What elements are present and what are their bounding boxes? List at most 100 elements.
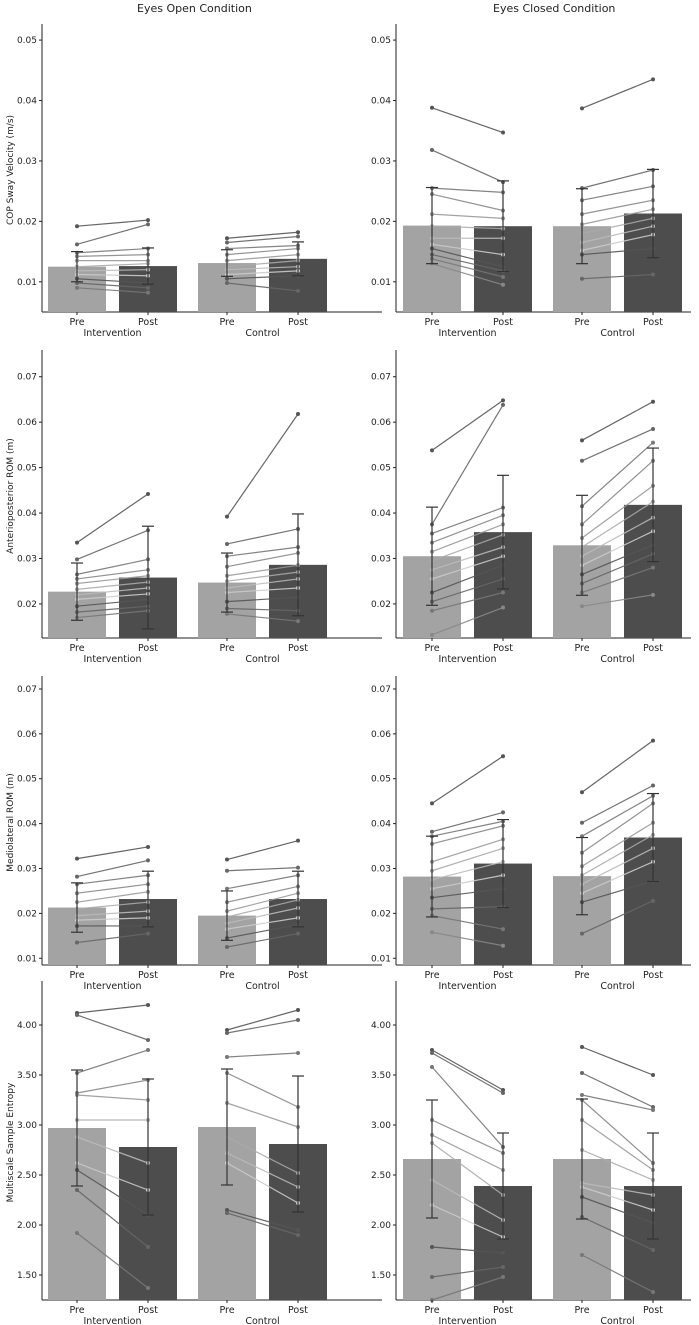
participant-line bbox=[581, 802, 654, 854]
participant-line bbox=[431, 564, 504, 594]
participant-point-pre bbox=[75, 557, 79, 562]
y-axis-title-row-3: Mediolateral ROM (m) bbox=[6, 773, 16, 871]
participant-line bbox=[581, 501, 654, 548]
participant-line bbox=[226, 266, 299, 271]
participant-point-post bbox=[651, 738, 655, 743]
participant-line bbox=[76, 269, 149, 272]
participant-point-post bbox=[146, 1003, 150, 1007]
y-tick-label: 3.00 bbox=[371, 1121, 391, 1131]
y-tick-label: 0.03 bbox=[371, 157, 391, 167]
participant-point-pre bbox=[225, 1031, 229, 1035]
participant-point-post bbox=[296, 1051, 300, 1055]
participant-point-post bbox=[146, 931, 150, 936]
participant-point-pre bbox=[580, 604, 584, 609]
x-tick-label-post: Post bbox=[493, 317, 513, 328]
participant-point-post bbox=[651, 1108, 655, 1112]
participant-point-post bbox=[651, 77, 655, 82]
participant-point-post bbox=[651, 1290, 655, 1294]
participant-line bbox=[76, 610, 149, 619]
participant-line bbox=[226, 924, 299, 939]
y-tick-label: 0.06 bbox=[17, 418, 37, 428]
participant-line bbox=[76, 529, 149, 560]
participant-line bbox=[76, 593, 149, 600]
participant-line bbox=[226, 1052, 299, 1058]
participant-line bbox=[226, 885, 299, 903]
participant-line bbox=[76, 1014, 149, 1041]
participant-line bbox=[76, 1189, 149, 1248]
participant-line bbox=[76, 575, 149, 585]
participant-line bbox=[431, 1052, 504, 1094]
y-tick-label: 0.04 bbox=[17, 509, 37, 519]
participant-point-post bbox=[146, 218, 150, 223]
participant-line bbox=[76, 1004, 149, 1014]
participant-line bbox=[76, 253, 149, 258]
y-tick-label: 0.06 bbox=[371, 730, 391, 740]
x-tick-label-pre: Pre bbox=[574, 1305, 589, 1316]
participant-point-pre bbox=[580, 1045, 584, 1049]
participant-line bbox=[431, 263, 504, 286]
participant-point-pre bbox=[430, 1245, 434, 1249]
participant-point-pre bbox=[430, 148, 434, 153]
participant-point-post bbox=[146, 1048, 150, 1052]
participant-point-post bbox=[501, 1265, 505, 1269]
x-tick-label-pre: Pre bbox=[574, 643, 589, 654]
participant-point-pre bbox=[75, 874, 79, 879]
participant-point-post bbox=[146, 1286, 150, 1290]
group-label-control: Control bbox=[600, 328, 634, 339]
participant-point-post bbox=[296, 619, 300, 624]
y-tick-label: 0.07 bbox=[17, 373, 37, 383]
y-tick-label: 0.02 bbox=[17, 600, 37, 610]
y-tick-label: 0.06 bbox=[371, 418, 391, 428]
participant-line bbox=[581, 880, 654, 903]
x-tick-label-post: Post bbox=[288, 1305, 308, 1316]
x-tick-label-post: Post bbox=[138, 970, 158, 981]
participant-line bbox=[431, 404, 504, 525]
x-tick-label-pre: Pre bbox=[574, 317, 589, 328]
participant-line bbox=[581, 530, 654, 566]
x-tick-label-post: Post bbox=[493, 1305, 513, 1316]
participant-line bbox=[581, 401, 654, 441]
y-tick-label: 0.05 bbox=[371, 464, 391, 474]
x-tick-label-post: Post bbox=[288, 643, 308, 654]
participant-line bbox=[226, 1162, 299, 1204]
participant-line bbox=[226, 528, 299, 545]
y-tick-label: 0.04 bbox=[17, 97, 37, 107]
participant-point-pre bbox=[430, 930, 434, 935]
participant-point-pre bbox=[430, 105, 434, 110]
y-axis-title-row-1: COP Sway Velocity (m/s) bbox=[6, 115, 16, 225]
participant-point-pre bbox=[225, 236, 229, 241]
x-tick-label-post: Post bbox=[643, 317, 663, 328]
participant-point-post bbox=[501, 398, 505, 403]
participant-line bbox=[581, 460, 654, 525]
participant-point-post bbox=[296, 234, 300, 239]
participant-line bbox=[431, 906, 504, 910]
participant-line bbox=[431, 861, 504, 881]
participant-point-post bbox=[296, 931, 300, 936]
y-tick-label: 4.00 bbox=[17, 1021, 37, 1031]
participant-line bbox=[581, 1182, 654, 1196]
participant-line bbox=[431, 915, 504, 930]
participant-line bbox=[581, 822, 654, 867]
y-tick-label: 0.03 bbox=[371, 554, 391, 564]
participant-line bbox=[431, 193, 504, 212]
y-tick-label: 0.05 bbox=[17, 775, 37, 785]
participant-point-post bbox=[651, 272, 655, 277]
participant-point-post bbox=[296, 288, 300, 293]
participant-line bbox=[431, 247, 504, 268]
participant-line bbox=[226, 282, 299, 292]
y-tick-label: 0.05 bbox=[17, 464, 37, 474]
participant-point-post bbox=[296, 838, 300, 843]
participant-line bbox=[76, 587, 149, 596]
participant-point-post bbox=[651, 592, 655, 597]
x-tick-label-pre: Pre bbox=[219, 970, 234, 981]
participant-point-pre bbox=[225, 1211, 229, 1215]
group-label-intervention: Intervention bbox=[84, 654, 142, 665]
participant-point-post bbox=[651, 1073, 655, 1077]
x-tick-label-pre: Pre bbox=[219, 1305, 234, 1316]
participant-line bbox=[226, 613, 299, 622]
participant-point-pre bbox=[225, 1055, 229, 1059]
participant-point-pre bbox=[580, 1093, 584, 1097]
participant-line bbox=[431, 1266, 504, 1278]
x-tick-label-pre: Pre bbox=[69, 643, 84, 654]
participant-point-post bbox=[501, 402, 505, 407]
